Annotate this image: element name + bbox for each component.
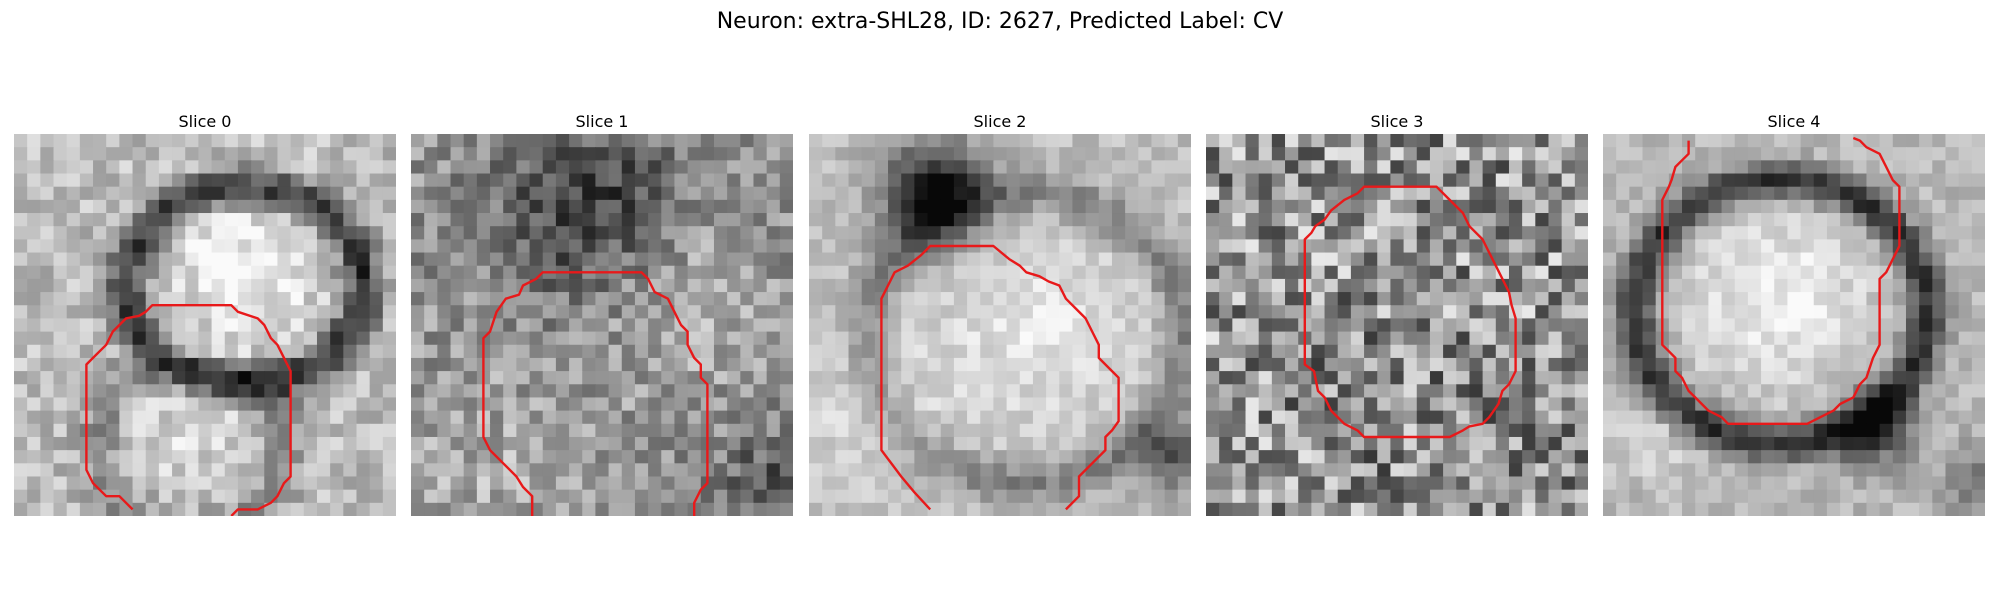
segmentation-contour [1303, 185, 1517, 439]
slice-title: Slice 1 [575, 112, 629, 131]
slice-image [14, 134, 396, 516]
slice-pixels [411, 134, 793, 516]
slice-pixels [1206, 134, 1588, 516]
slice-image [411, 134, 793, 516]
segmentation-contour [482, 271, 709, 516]
figure-title: Neuron: extra-SHL28, ID: 2627, Predicted… [716, 9, 1284, 34]
segmentation-contour [1661, 136, 1901, 425]
slice-title: Slice 4 [1767, 112, 1821, 131]
slice-pixels [14, 134, 396, 516]
slice-title: Slice 0 [178, 112, 232, 131]
slice-pixels [809, 134, 1191, 516]
slice-pixels [1603, 134, 1985, 516]
slice-image [809, 134, 1191, 516]
segmentation-contour [85, 303, 292, 516]
segmentation-contour [880, 244, 1120, 511]
slice-title: Slice 3 [1370, 112, 1424, 131]
slice-image [1206, 134, 1588, 516]
slice-image [1603, 134, 1985, 516]
slice-title: Slice 2 [973, 112, 1027, 131]
